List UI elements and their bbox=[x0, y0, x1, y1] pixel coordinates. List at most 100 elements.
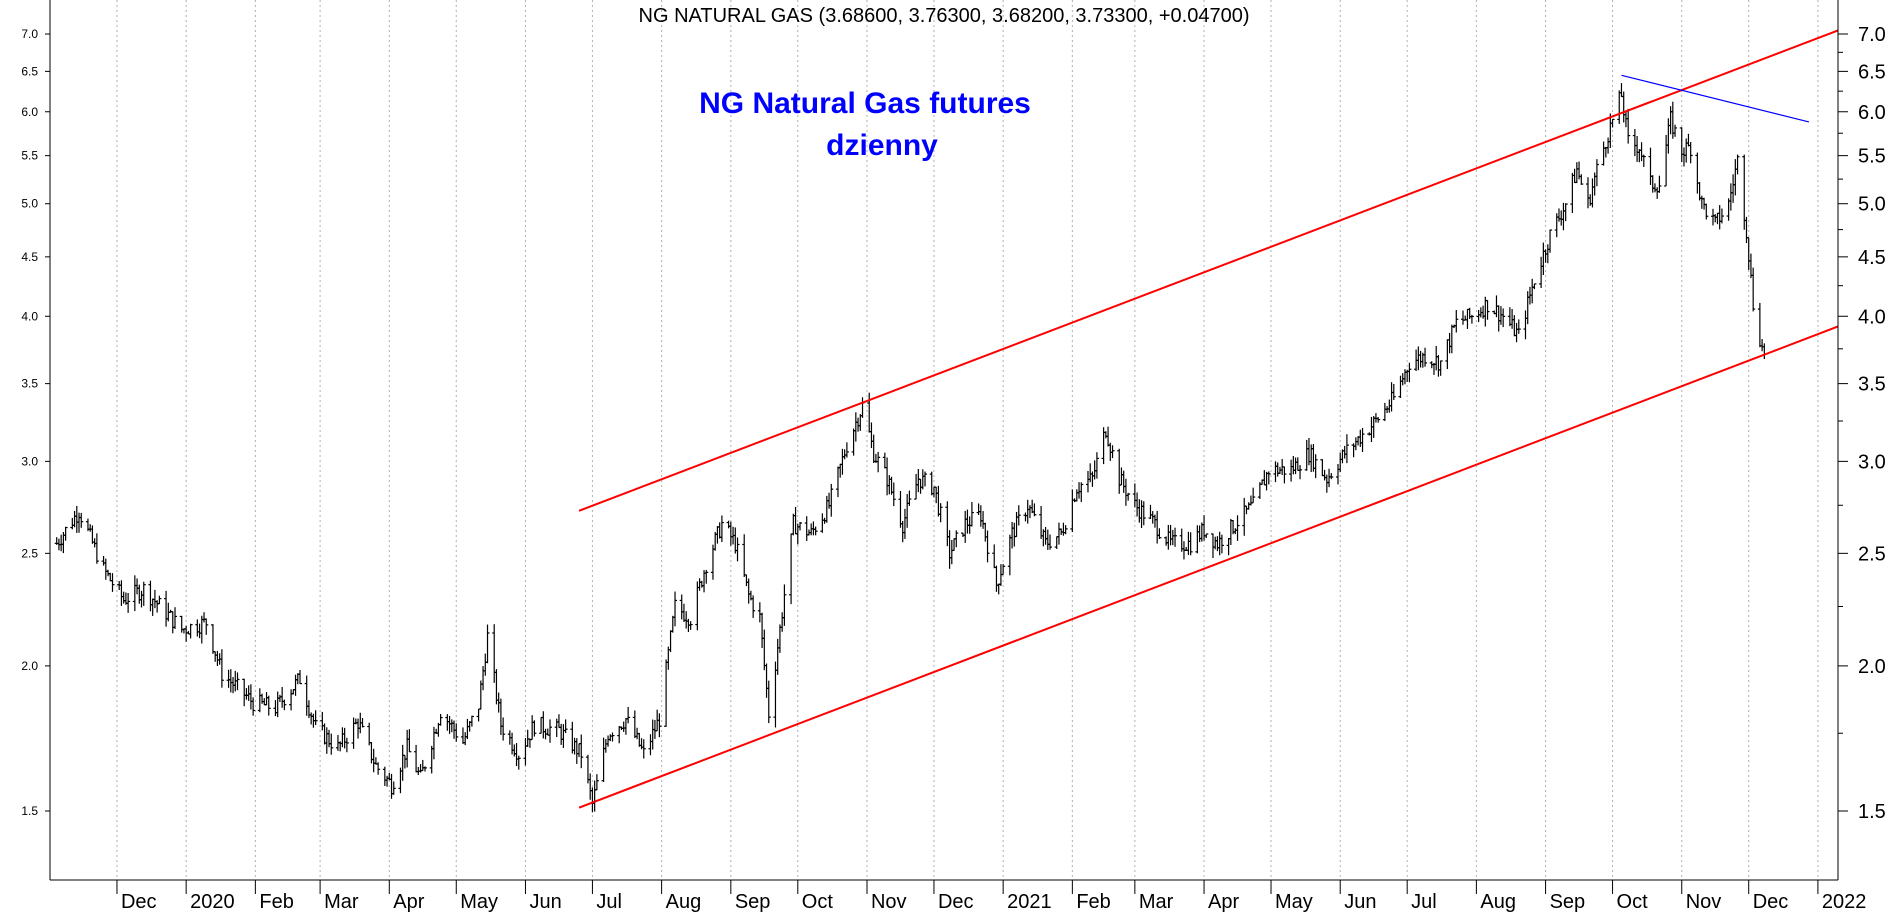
price-bar bbox=[313, 710, 318, 725]
left-tick-label: 2.5 bbox=[21, 546, 38, 560]
price-bar bbox=[391, 781, 396, 795]
right-tick-label: 7.0 bbox=[1858, 24, 1886, 46]
right-tick-label: 3.5 bbox=[1858, 374, 1886, 396]
left-tick-label: 4.5 bbox=[21, 250, 38, 264]
x-tick-label: Nov bbox=[871, 891, 907, 913]
price-bar bbox=[1063, 525, 1068, 535]
right-tick-label: 1.5 bbox=[1858, 801, 1886, 823]
price-bar bbox=[1126, 492, 1131, 501]
x-tick-label: Aug bbox=[1480, 891, 1516, 913]
price-bar bbox=[688, 621, 693, 630]
price-bar bbox=[1360, 427, 1365, 452]
price-bar bbox=[454, 723, 459, 742]
x-tick-label: Mar bbox=[324, 891, 359, 913]
right-tick-label: 2.0 bbox=[1858, 656, 1886, 678]
right-tick-label: 6.5 bbox=[1858, 61, 1886, 83]
price-bar bbox=[1188, 532, 1193, 556]
price-bar bbox=[1251, 487, 1256, 504]
price-bar bbox=[532, 720, 537, 737]
price-bar bbox=[954, 530, 959, 548]
price-bar bbox=[1579, 174, 1584, 185]
x-tick-label: Dec bbox=[1753, 891, 1789, 913]
price-bar bbox=[641, 739, 646, 759]
x-tick-label: Feb bbox=[259, 891, 293, 913]
right-tick-labels: 1.5 2.0 2.5 3.0 3.5 4.0 4.5 5.0 5.5 6.0 6.5 7.0 bbox=[1838, 24, 1886, 823]
x-tick-label: Dec bbox=[121, 891, 157, 913]
left-tick-label: 5.0 bbox=[21, 197, 38, 211]
price-bar bbox=[329, 733, 334, 755]
price-bar bbox=[1344, 434, 1349, 464]
trend-line bbox=[578, 325, 1839, 809]
price-bar bbox=[188, 623, 193, 639]
price-bar bbox=[969, 502, 974, 527]
price-bar bbox=[485, 624, 490, 664]
right-tick-label: 2.5 bbox=[1858, 543, 1886, 565]
price-bar bbox=[1173, 527, 1178, 547]
price-bar bbox=[563, 719, 568, 734]
x-tick-label: Jun bbox=[529, 891, 561, 913]
left-tick-label: 4.0 bbox=[21, 309, 38, 323]
trend-line bbox=[1621, 74, 1810, 123]
price-bar bbox=[1094, 452, 1099, 479]
chart-title: NG NATURAL GAS (3.68600, 3.76300, 3.6820… bbox=[639, 5, 1250, 27]
x-tick-label: Nov bbox=[1686, 891, 1722, 913]
price-bar bbox=[1266, 471, 1271, 485]
price-bar bbox=[1610, 118, 1615, 128]
price-bar bbox=[1626, 108, 1631, 144]
price-bar bbox=[94, 533, 99, 564]
price-bar bbox=[344, 737, 349, 753]
trend-lines bbox=[578, 29, 1839, 809]
price-bar bbox=[219, 649, 224, 688]
price-bar bbox=[813, 526, 818, 536]
price-bar bbox=[1016, 505, 1021, 526]
left-tick-label: 6.0 bbox=[21, 105, 38, 119]
x-tick-label: Feb bbox=[1076, 891, 1110, 913]
right-tick-label: 4.0 bbox=[1858, 306, 1886, 328]
x-tick-label: Dec bbox=[938, 891, 974, 913]
right-tick-label: 6.0 bbox=[1858, 102, 1886, 124]
vertical-grid bbox=[116, 0, 1819, 880]
x-tick-label: Sep bbox=[735, 891, 771, 913]
price-bar bbox=[657, 713, 662, 738]
price-bar bbox=[1751, 267, 1756, 312]
price-bar bbox=[829, 483, 834, 517]
left-tick-label: 6.5 bbox=[21, 64, 38, 78]
price-bars bbox=[54, 83, 1767, 813]
price-bar bbox=[438, 713, 443, 726]
price-bar bbox=[735, 537, 740, 562]
price-bar bbox=[1673, 124, 1678, 137]
price-bar bbox=[1548, 229, 1553, 253]
x-tick-label: Jul bbox=[1411, 891, 1437, 913]
x-tick-label: Sep bbox=[1550, 891, 1586, 913]
price-bar bbox=[407, 729, 412, 753]
left-tick-label: 1.5 bbox=[21, 804, 38, 818]
trend-line bbox=[578, 29, 1839, 512]
annotation-line-2: dzienny bbox=[826, 129, 938, 162]
x-tick-label: Apr bbox=[1208, 891, 1239, 913]
left-tick-label: 3.0 bbox=[21, 454, 38, 468]
price-bar bbox=[501, 717, 506, 741]
x-tick-label: Oct bbox=[802, 891, 834, 913]
price-bar bbox=[548, 719, 553, 743]
x-tick-label: 2022 bbox=[1822, 891, 1867, 913]
price-bar bbox=[985, 530, 990, 563]
price-bar bbox=[376, 762, 381, 775]
x-tick-label: 2021 bbox=[1007, 891, 1052, 913]
right-tick-label: 4.5 bbox=[1858, 247, 1886, 269]
price-bar bbox=[1688, 142, 1693, 164]
price-bar bbox=[1219, 534, 1224, 554]
price-bar bbox=[1563, 203, 1568, 222]
price-bar bbox=[469, 715, 474, 727]
left-tick-label: 5.5 bbox=[21, 149, 38, 163]
price-bar bbox=[235, 672, 240, 691]
x-tick-label: 2020 bbox=[190, 891, 235, 913]
price-bar bbox=[1157, 528, 1162, 540]
price-bar bbox=[1719, 208, 1724, 224]
price-bar bbox=[798, 521, 803, 531]
x-tick-label: May bbox=[460, 891, 498, 913]
price-bar bbox=[266, 695, 271, 716]
price-bar bbox=[751, 595, 756, 618]
price-bar bbox=[907, 490, 912, 506]
price-bar bbox=[251, 697, 256, 716]
